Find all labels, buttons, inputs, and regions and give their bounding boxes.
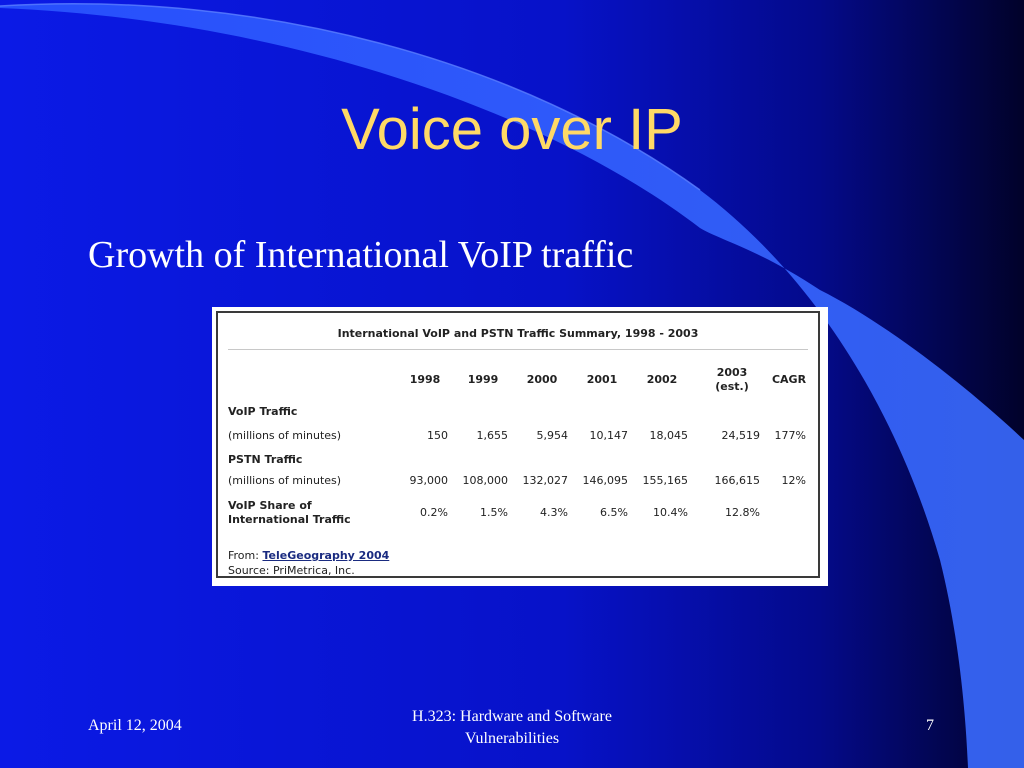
from-label: From: xyxy=(228,549,259,562)
voip-header: VoIP Traffic xyxy=(228,405,298,418)
table-cell: 146,095 xyxy=(582,474,629,487)
col-header-1998: 1998 xyxy=(409,373,441,386)
table-cell: 12% xyxy=(781,474,806,487)
table-cell: 108,000 xyxy=(462,474,509,487)
col-header-2000: 2000 xyxy=(526,373,558,386)
table-cell: 10,147 xyxy=(589,429,629,442)
footer-title-line2: Vulnerabilities xyxy=(464,730,560,747)
col-header-1999: 1999 xyxy=(467,373,499,386)
table-cell: 5,954 xyxy=(536,429,569,442)
source-from: From: TeleGeography 2004 xyxy=(228,549,389,562)
traffic-table-frame: International VoIP and PSTN Traffic Summ… xyxy=(216,311,820,578)
col-header-2001: 2001 xyxy=(586,373,618,386)
col-header-cagr: CAGR xyxy=(771,373,807,386)
footer-title-line1: H.323: Hardware and Software xyxy=(412,708,612,725)
table-cell: 1.5% xyxy=(480,506,508,519)
table-cell: 177% xyxy=(774,429,806,442)
table-cell: 24,519 xyxy=(721,429,761,442)
slide-title: Voice over IP xyxy=(341,97,683,162)
table-cell: 155,165 xyxy=(642,474,689,487)
traffic-table-figure: International VoIP and PSTN Traffic Summ… xyxy=(212,307,828,586)
pstn-header: PSTN Traffic xyxy=(228,453,303,466)
footer-title: H.323: Hardware and Software Vulnerabili… xyxy=(362,706,662,750)
source-credit: Source: PriMetrica, Inc. xyxy=(228,564,355,577)
voip-unit: (millions of minutes) xyxy=(228,429,342,442)
telegeography-link[interactable]: TeleGeography 2004 xyxy=(262,549,390,562)
table-cell: 6.5% xyxy=(600,506,628,519)
table-cell: 0.2% xyxy=(420,506,448,519)
table-cell: 18,045 xyxy=(649,429,689,442)
col-header-2002: 2002 xyxy=(646,373,678,386)
table-cell: 12.8% xyxy=(725,506,760,519)
table-cell: 166,615 xyxy=(714,474,761,487)
table-divider xyxy=(228,349,808,350)
page-number: 7 xyxy=(926,717,934,734)
table-title: International VoIP and PSTN Traffic Summ… xyxy=(337,327,699,340)
table-cell: 93,000 xyxy=(409,474,449,487)
table-cell: 4.3% xyxy=(540,506,568,519)
col-header-2003: 2003 (est.) xyxy=(715,366,749,393)
footer-date: April 12, 2004 xyxy=(88,717,182,734)
table-cell: 132,027 xyxy=(522,474,569,487)
bullet-text: Growth of International VoIP traffic xyxy=(88,234,634,276)
share-label-line1: VoIP Share of xyxy=(228,499,312,512)
table-cell: 10.4% xyxy=(653,506,688,519)
share-label-line2: International Traffic xyxy=(228,513,351,526)
table-cell: 1,655 xyxy=(476,429,509,442)
table-cell: 150 xyxy=(427,429,448,442)
pstn-unit: (millions of minutes) xyxy=(228,474,342,487)
